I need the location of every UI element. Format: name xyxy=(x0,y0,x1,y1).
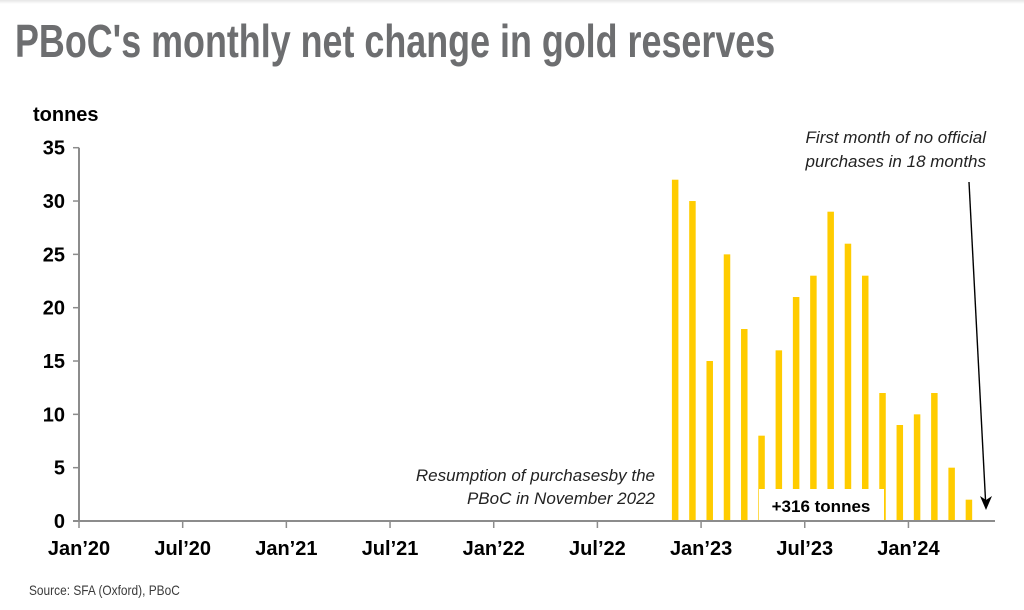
bar xyxy=(775,350,783,521)
y-tick-label: 30 xyxy=(43,191,65,213)
total-label-box xyxy=(759,489,884,520)
bar xyxy=(671,179,679,521)
first-month-annotation-line-2: purchases in 18 months xyxy=(805,152,987,171)
bar xyxy=(948,467,955,521)
top-shade xyxy=(0,0,1024,4)
first-month-annotation-line-1: First month of no official xyxy=(806,128,988,147)
x-tick-label: Jul’22 xyxy=(569,538,626,560)
x-tick-label: Jan’20 xyxy=(48,538,110,560)
y-axis-unit-label: tonnes xyxy=(33,104,99,126)
resumption-annotation-line-2: PBoC in November 2022 xyxy=(467,489,656,508)
resumption-annotation-line-1: Resumption of purchasesby the xyxy=(416,466,655,485)
x-tick-label: Jan’23 xyxy=(670,538,732,560)
chart-title: PBoC's monthly net change in gold reserv… xyxy=(15,15,776,67)
bar xyxy=(723,254,731,521)
bar xyxy=(896,425,904,521)
x-tick-label: Jan’22 xyxy=(463,538,525,560)
y-tick-label: 25 xyxy=(43,244,65,266)
bar xyxy=(741,329,748,521)
y-tick-label: 10 xyxy=(43,404,65,426)
bar xyxy=(879,393,886,521)
bar xyxy=(931,393,938,521)
bar xyxy=(827,211,834,522)
x-tick-label: Jul’20 xyxy=(154,538,211,560)
bar xyxy=(861,275,869,521)
bar xyxy=(913,414,921,521)
x-axis: Jan’20 Jul’20 Jan’21 Jul’21 Jan’22 Jul’22 Jan’… xyxy=(48,520,995,560)
y-axis: 0 5 10 15 20 25 30 35 xyxy=(43,138,80,533)
y-tick-label: 35 xyxy=(43,138,65,160)
bar xyxy=(792,297,800,521)
bar xyxy=(706,361,713,521)
x-tick-label: Jan’21 xyxy=(255,538,317,560)
bar xyxy=(689,201,696,521)
y-tick-label: 15 xyxy=(43,351,65,373)
y-tick-label: 20 xyxy=(43,298,65,320)
bars-group xyxy=(671,179,973,522)
arrow-head-icon xyxy=(980,496,992,510)
x-tick-label: Jul’23 xyxy=(776,538,833,560)
x-tick-label: Jul’21 xyxy=(362,538,419,560)
source-note: Source: SFA (Oxford), PBoC xyxy=(29,582,180,598)
bar xyxy=(844,243,852,522)
x-tick-label: Jan’24 xyxy=(877,538,940,560)
y-tick-label: 0 xyxy=(54,511,65,533)
bar xyxy=(965,499,973,521)
bar xyxy=(810,275,817,521)
y-tick-label: 5 xyxy=(54,458,65,480)
bar xyxy=(758,435,765,521)
total-label: +316 tonnes xyxy=(772,497,871,516)
annotation-arrow xyxy=(968,181,987,501)
